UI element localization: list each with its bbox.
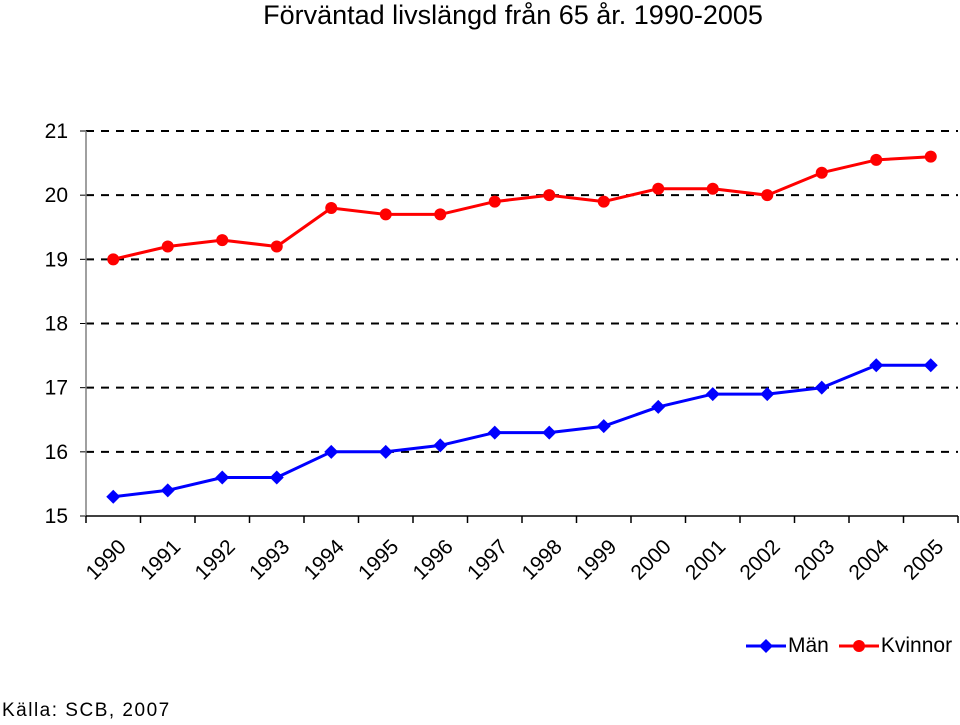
data-point [107,253,120,266]
data-point [325,202,338,214]
series-line-1 [112,155,931,261]
legend-swatch-man [746,639,786,653]
data-point [434,208,447,221]
data-point [215,470,230,485]
x-tick-label: 2005 [899,535,948,584]
y-tick-label: 16 [45,441,68,464]
data-point [379,208,392,221]
data-point [378,444,393,459]
data-point [216,234,229,247]
y-tick-label: 19 [45,248,68,271]
gridlines [86,130,958,453]
x-tick-label: 2001 [681,535,730,584]
x-tick-label: 1995 [354,535,403,584]
x-tick-label: 1994 [299,535,349,585]
data-point [651,399,666,414]
y-tick-label: 18 [45,313,68,336]
data-point [160,483,175,498]
x-tick-label: 1997 [463,535,512,584]
data-point [869,358,884,373]
data-point [923,358,938,373]
legend-item-kvinnor: Kvinnor [838,634,953,658]
y-tick-label: 15 [45,505,68,528]
data-point [924,150,937,163]
data-point [433,438,448,453]
data-point [814,380,829,395]
data-point [543,189,556,202]
data-point [487,425,502,440]
legend-swatch-kvinnor [838,640,879,652]
x-tick-label: 2002 [735,535,784,584]
data-point [705,387,720,402]
data-point [542,425,557,440]
x-tick-label: 2003 [790,535,839,584]
data-point [488,195,501,208]
data-point [161,240,174,253]
legend-label-man: Män [788,634,829,657]
x-tick-label: 1993 [245,535,294,584]
x-tick-label: 2004 [844,535,894,585]
legend-label-kvinnor: Kvinnor [880,634,953,657]
data-point [269,470,284,485]
data-point [106,489,121,504]
data-point [597,195,610,208]
x-tick-label: 2000 [626,535,675,584]
y-tick-label: 21 [45,120,68,143]
x-tick-label: 1999 [572,535,621,584]
y-tick-label: 17 [45,377,68,400]
series-group [106,150,938,504]
x-tick-label: 1992 [190,535,239,584]
legend-item-man: Män [746,634,829,658]
y-tick-label: 20 [45,184,68,207]
data-point [596,419,611,434]
chart-title: Förväntad livslängd från 65 år. 1990-200… [263,0,763,30]
data-point [870,153,883,166]
data-point [324,444,339,459]
data-point [760,387,775,402]
x-tick-label: 1996 [408,535,457,584]
x-tick-label: 1998 [517,535,566,584]
data-point [815,166,828,179]
data-point [761,189,774,202]
data-point [652,182,665,195]
legend: Män Kvinnor [746,633,960,659]
x-tick-label: 1990 [81,535,130,584]
series-line-0 [113,363,931,499]
x-tick-label: 1991 [136,535,185,584]
data-point [270,240,283,253]
source-note: Källa: SCB, 2007 [2,700,171,721]
data-point [706,182,719,195]
